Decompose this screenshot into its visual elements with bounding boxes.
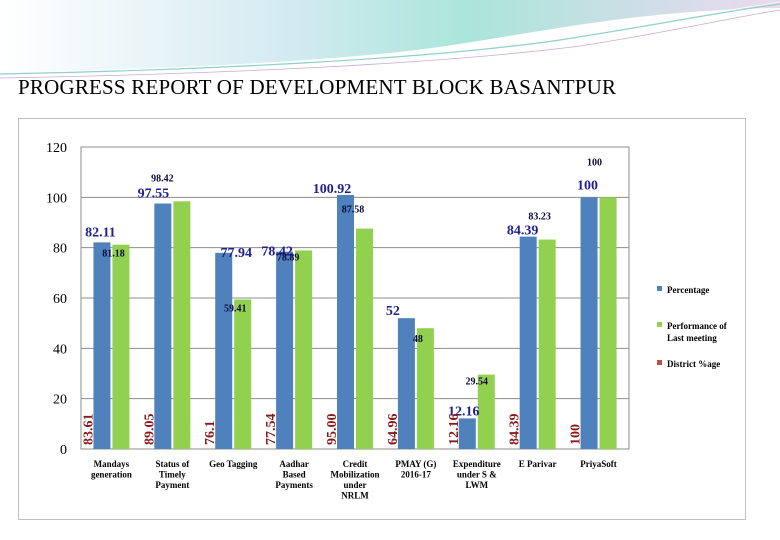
- bar-last-meeting: [112, 244, 130, 449]
- bar-last-meeting: [173, 201, 191, 449]
- data-label-district: 89.05: [142, 414, 157, 446]
- data-label-percentage: 78.42: [261, 245, 293, 260]
- bar-percentage: [580, 197, 598, 449]
- y-tick-label: 80: [53, 242, 67, 257]
- legend-label: District %age: [667, 359, 720, 369]
- legend-swatch: [657, 286, 662, 291]
- bar-percentage: [519, 236, 537, 449]
- bar-last-meeting: [599, 197, 617, 449]
- decorative-banner: [0, 0, 780, 79]
- y-tick-label: 120: [46, 141, 67, 156]
- data-label-district: 83.61: [81, 414, 96, 446]
- x-category-label: PriyaSoft: [580, 459, 617, 469]
- legend-swatch: [657, 360, 662, 365]
- y-tick-label: 0: [60, 443, 67, 458]
- data-label-percentage: 82.11: [85, 225, 116, 240]
- x-category-label: Aadhar Based Payments: [275, 459, 313, 490]
- y-tick-label: 100: [46, 191, 67, 206]
- data-label-district: 84.39: [508, 414, 523, 445]
- x-category-label: Expenditure under S & LWM: [453, 459, 501, 490]
- data-label-district: 64.96: [386, 414, 401, 446]
- bar-percentage: [93, 242, 111, 449]
- data-label-last-meeting: 81.18: [102, 249, 125, 260]
- chart-frame: 0 20 40 60 80 100 120 Mandays generation Status o…: [18, 118, 746, 520]
- bar-percentage: [397, 318, 415, 449]
- bar-last-meeting: [538, 239, 556, 449]
- data-label-district: 77.54: [264, 414, 279, 446]
- bar-last-meeting: [356, 228, 373, 449]
- data-label-last-meeting: 29.54: [466, 377, 489, 388]
- x-category-label: E Parivar: [519, 459, 557, 469]
- data-label-percentage: 84.39: [507, 224, 539, 239]
- data-label-percentage: 97.55: [138, 186, 170, 201]
- legend-swatch: [657, 322, 662, 327]
- data-label-last-meeting: 98.42: [151, 173, 174, 184]
- bar-percentage: [215, 252, 233, 449]
- data-label-percentage: 52: [386, 304, 400, 319]
- bar-percentage: [458, 418, 476, 449]
- data-label-last-meeting: 59.41: [224, 303, 247, 314]
- legend-label: Performance of Last meeting: [667, 321, 728, 343]
- data-label-district: 76.1: [203, 421, 218, 446]
- legend-label: Percentage: [667, 285, 709, 295]
- data-label-district: 12.16: [447, 414, 462, 446]
- data-label-district: 100: [569, 424, 584, 445]
- bar-last-meeting: [477, 374, 495, 449]
- data-label-percentage: 77.94: [220, 246, 252, 261]
- y-tick-label: 40: [53, 342, 67, 357]
- data-label-last-meeting: 78.89: [277, 252, 300, 263]
- x-category-label: Mandays generation: [91, 459, 132, 480]
- data-label-last-meeting: 87.58: [342, 205, 365, 216]
- bar-percentage: [337, 195, 354, 449]
- data-label-last-meeting: 83.23: [528, 212, 551, 223]
- data-label-percentage: 12.16: [448, 404, 480, 419]
- y-tick-label: 20: [53, 393, 67, 408]
- bar-last-meeting: [416, 328, 434, 449]
- page-title: PROGRESS REPORT OF DEVELOPMENT BLOCK BAS…: [18, 75, 617, 99]
- data-label-percentage: 100.92: [313, 182, 352, 197]
- data-label-percentage: 100: [577, 178, 598, 193]
- data-label-district: 95.00: [325, 414, 340, 446]
- y-tick-label: 60: [53, 292, 67, 307]
- data-label-last-meeting: 100: [587, 157, 602, 168]
- x-category-label: Status of Timely Payment: [155, 459, 190, 490]
- bar-percentage: [276, 251, 294, 449]
- bar-chart: 0 20 40 60 80 100 120 Mandays generation Status o…: [46, 141, 728, 501]
- x-category-label: PMAY (G) 2016-17: [395, 459, 436, 480]
- bar-percentage: [154, 203, 172, 449]
- data-label-last-meeting: 48: [413, 334, 423, 345]
- bar-last-meeting: [234, 299, 252, 449]
- bar-last-meeting: [295, 250, 313, 449]
- x-category-label: Geo Tagging: [209, 459, 258, 469]
- x-category-label: Credit Mobilization under NRLM: [331, 459, 380, 501]
